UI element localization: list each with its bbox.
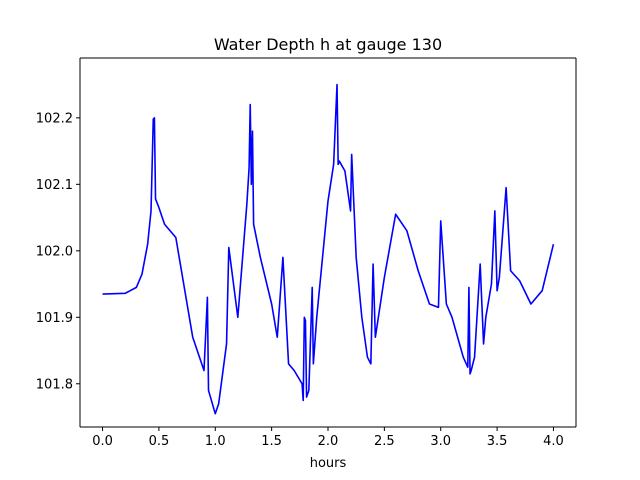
x-tick-label: 0.5 [149,434,170,449]
x-tick-label: 3.5 [487,434,508,449]
x-tick-label: 2.5 [374,434,395,449]
x-tick-label: 3.0 [430,434,451,449]
y-tick-label: 101.8 [36,377,73,392]
y-tick-label: 102.2 [36,111,73,126]
x-axis-label: hours [310,456,347,471]
y-tick-label: 102.1 [36,178,73,193]
x-tick-label: 1.0 [205,434,226,449]
x-tick-label: 2.0 [318,434,339,449]
x-tick-label: 0.0 [92,434,113,449]
chart-title: Water Depth h at gauge 130 [214,35,442,54]
y-tick-label: 102.0 [36,244,73,259]
series-line-0 [102,83,555,415]
x-tick-label: 4.0 [543,434,564,449]
x-tick-label: 1.5 [261,434,282,449]
y-tick-label: 101.9 [36,311,73,326]
plot-area: 0.0 0.5 1.0 1.5 2.0 2.5 3.0 3.5 4.0 101.8 101.9 102… [36,57,577,449]
